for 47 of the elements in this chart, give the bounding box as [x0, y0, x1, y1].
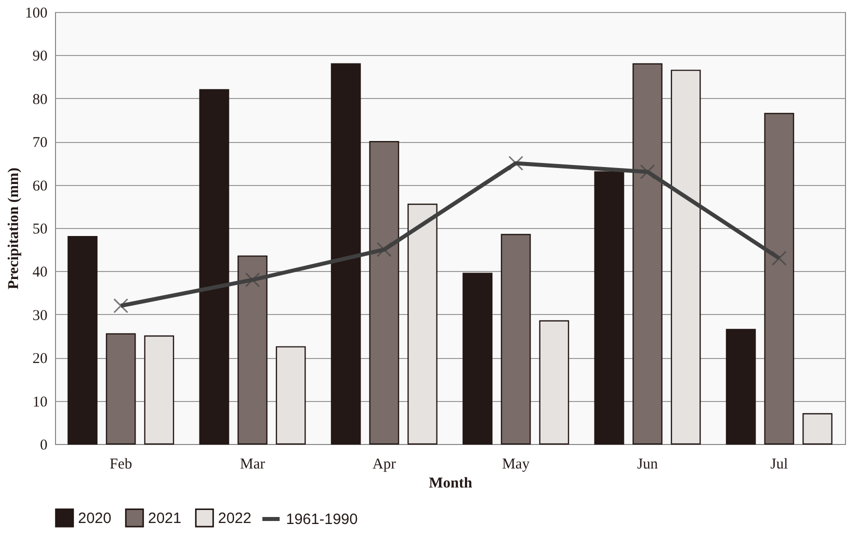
x-axis-title: Month: [428, 476, 473, 492]
legend-label: 2022: [218, 510, 252, 527]
bar: [802, 413, 832, 445]
bar: [594, 171, 624, 445]
bar: [670, 70, 701, 445]
y-tick-label: 10: [32, 394, 48, 410]
bar: [764, 112, 794, 445]
bar: [238, 255, 268, 445]
y-tick-label: 80: [32, 92, 48, 108]
y-tick-label: 50: [32, 222, 48, 238]
y-tick-label: 20: [32, 351, 48, 368]
x-tick-label: Feb: [110, 456, 132, 472]
bar: [330, 63, 361, 445]
legend-label: 1961-1990: [286, 511, 358, 528]
x-tick-label: Apr: [372, 456, 396, 472]
x-tick-label: Mar: [240, 456, 265, 472]
bar: [408, 204, 438, 445]
bar: [539, 320, 570, 445]
point: [772, 250, 787, 266]
legend-label: 2020: [78, 510, 112, 527]
y-tick-label: 0: [40, 438, 48, 454]
bar: [632, 63, 662, 445]
point: [113, 298, 128, 314]
bar: [68, 236, 98, 445]
point: [245, 272, 260, 288]
bar: [369, 141, 400, 445]
x-tick-label: May: [502, 456, 530, 472]
y-tick-label: 40: [32, 264, 48, 281]
bar: [462, 272, 492, 445]
point: [376, 242, 392, 258]
point: [640, 164, 655, 180]
y-tick-label: 70: [32, 135, 48, 152]
bar: [726, 328, 756, 445]
y-tick-label: 100: [25, 6, 48, 22]
bar: [199, 89, 230, 445]
y-tick-label: 30: [32, 308, 48, 324]
y-tick-label: 60: [32, 178, 48, 194]
bar: [276, 346, 306, 445]
bar: [106, 333, 136, 445]
bar: [144, 335, 174, 445]
y-tick-label: 90: [32, 48, 48, 65]
x-tick-label: Jun: [637, 456, 658, 472]
x-tick-label: Jul: [770, 456, 788, 472]
bar: [500, 234, 531, 445]
y-axis-title: Precipitation (mm): [6, 168, 22, 290]
point: [508, 156, 524, 171]
legend-label: 2021: [148, 510, 182, 527]
